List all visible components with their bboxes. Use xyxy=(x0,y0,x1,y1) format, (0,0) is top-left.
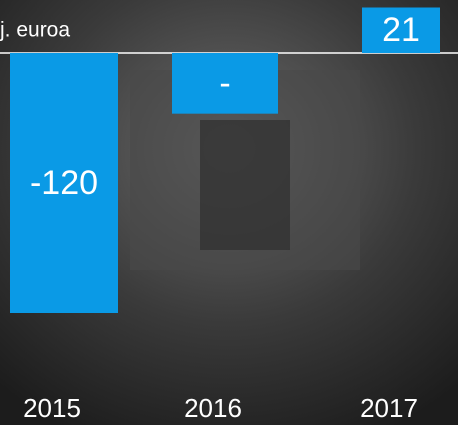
bar xyxy=(172,53,278,114)
x-tick-label: 2015 xyxy=(23,393,81,423)
photo-detail xyxy=(200,120,290,250)
bar xyxy=(362,7,440,53)
x-tick-label: 2016 xyxy=(184,393,242,423)
value-label: - xyxy=(219,64,230,102)
chart-subtitle: j. euroa xyxy=(0,19,70,42)
x-tick-label: 2017 xyxy=(360,393,418,423)
value-label: 21 xyxy=(382,11,420,49)
value-label: -120 xyxy=(30,164,98,202)
bar xyxy=(10,53,118,313)
